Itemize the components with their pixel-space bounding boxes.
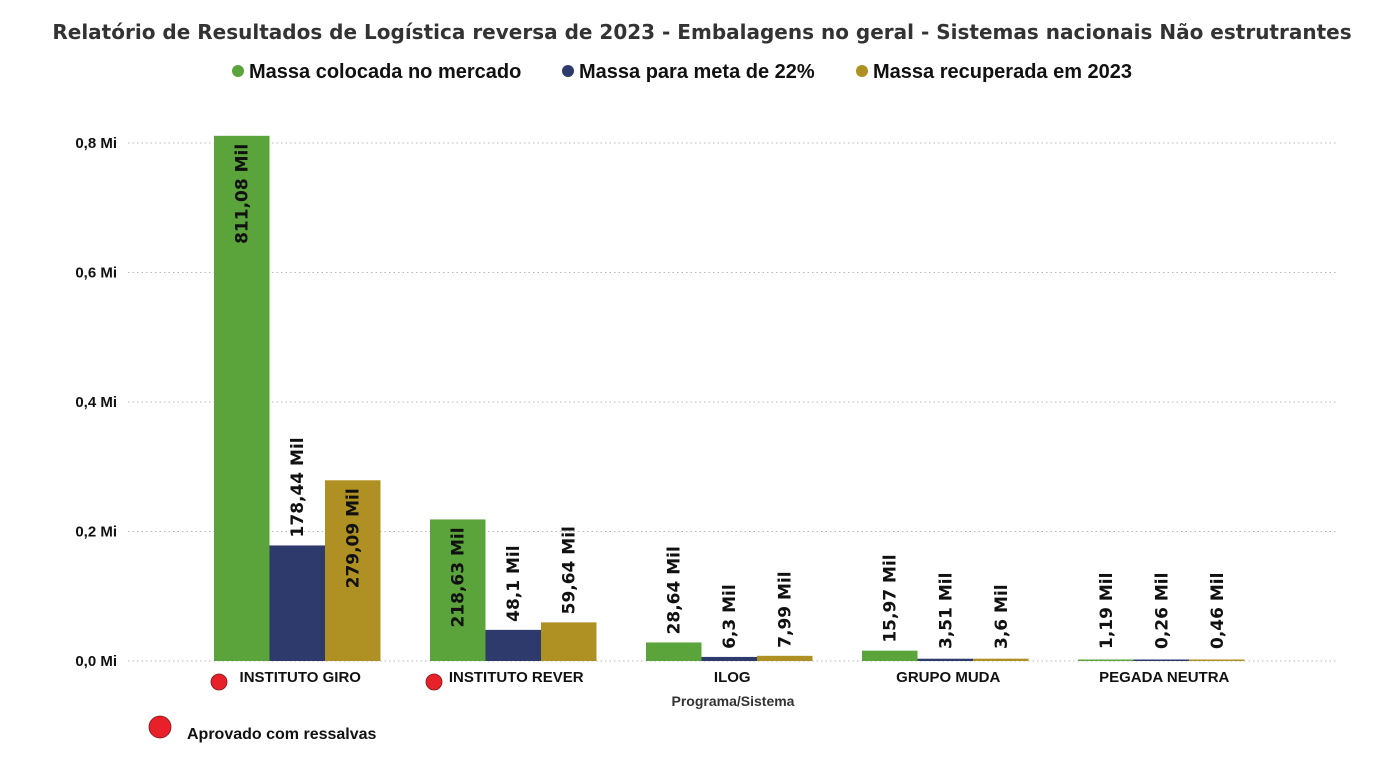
x-axis: INSTITUTO GIRO INSTITUTO REVER ILOG GRUPO M… (210, 669, 1230, 691)
data-label: 59,64 Mil (560, 526, 580, 614)
data-label: 279,09 Mil (344, 488, 364, 588)
data-label: 811,08 Mil (233, 144, 253, 244)
bar (485, 629, 541, 661)
data-label: 28,64 Mil (665, 546, 685, 634)
status-legend: Aprovado com ressalvas (148, 715, 377, 743)
data-label: 1,19 Mil (1097, 573, 1117, 649)
bar (269, 545, 325, 661)
data-label: 218,63 Mil (449, 527, 469, 627)
y-tick-label: 0,8 Mi (75, 135, 117, 152)
data-label: 3,6 Mil (992, 584, 1012, 649)
bar (646, 642, 702, 661)
x-tick-label: ILOG (714, 669, 751, 686)
chart-title: Relatório de Resultados de Logística rev… (52, 20, 1351, 44)
legend-entry: Massa colocada no mercado (249, 61, 521, 83)
bar (973, 658, 1029, 661)
x-tick-label: INSTITUTO REVER (449, 669, 584, 686)
legend-marker (856, 65, 868, 77)
legend-marker (232, 65, 244, 77)
y-tick-label: 0,2 Mi (75, 524, 117, 541)
legend-entry: Massa para meta de 22% (579, 61, 815, 83)
data-label: 7,99 Mil (776, 571, 796, 647)
data-label: 3,51 Mil (936, 573, 956, 649)
bar (757, 655, 813, 661)
x-tick-label: INSTITUTO GIRO (240, 669, 362, 686)
y-tick-label: 0,4 Mi (75, 394, 117, 411)
y-axis: 0,0 Mi 0,2 Mi 0,4 Mi 0,6 Mi 0,8 Mi (75, 135, 117, 670)
x-tick-label: GRUPO MUDA (896, 669, 1000, 686)
x-tick-label: PEGADA NEUTRA (1099, 669, 1229, 686)
bars (214, 135, 1245, 662)
data-label: 15,97 Mil (881, 554, 901, 642)
bar (214, 135, 270, 662)
bar (541, 622, 597, 661)
data-label: 6,3 Mil (720, 584, 740, 649)
bar (1133, 659, 1189, 661)
legend: Massa colocada no mercado Massa para meta… (232, 61, 1132, 83)
bar (701, 656, 757, 661)
bar (862, 650, 918, 661)
data-label: 48,1 Mil (504, 545, 524, 621)
data-label: 0,26 Mil (1152, 573, 1172, 649)
y-tick-label: 0,0 Mi (75, 653, 117, 670)
status-dot-icon (425, 673, 443, 691)
x-axis-title: Programa/Sistema (672, 693, 795, 709)
legend-marker (562, 65, 574, 77)
y-tick-label: 0,6 Mi (75, 265, 117, 282)
status-dot-icon (148, 715, 172, 739)
bar (430, 519, 486, 661)
bar (1189, 659, 1245, 661)
status-legend-label: Aprovado com ressalvas (187, 726, 377, 743)
data-label: 178,44 Mil (288, 437, 308, 537)
data-label: 0,46 Mil (1208, 573, 1228, 649)
legend-entry: Massa recuperada em 2023 (873, 61, 1132, 83)
data-labels: 811,08 Mil 178,44 Mil 279,09 Mil 218,63 Mil… (233, 144, 1228, 649)
bar (1078, 659, 1134, 661)
bar (325, 480, 381, 661)
bar (917, 658, 973, 661)
status-dot-icon (210, 673, 228, 691)
